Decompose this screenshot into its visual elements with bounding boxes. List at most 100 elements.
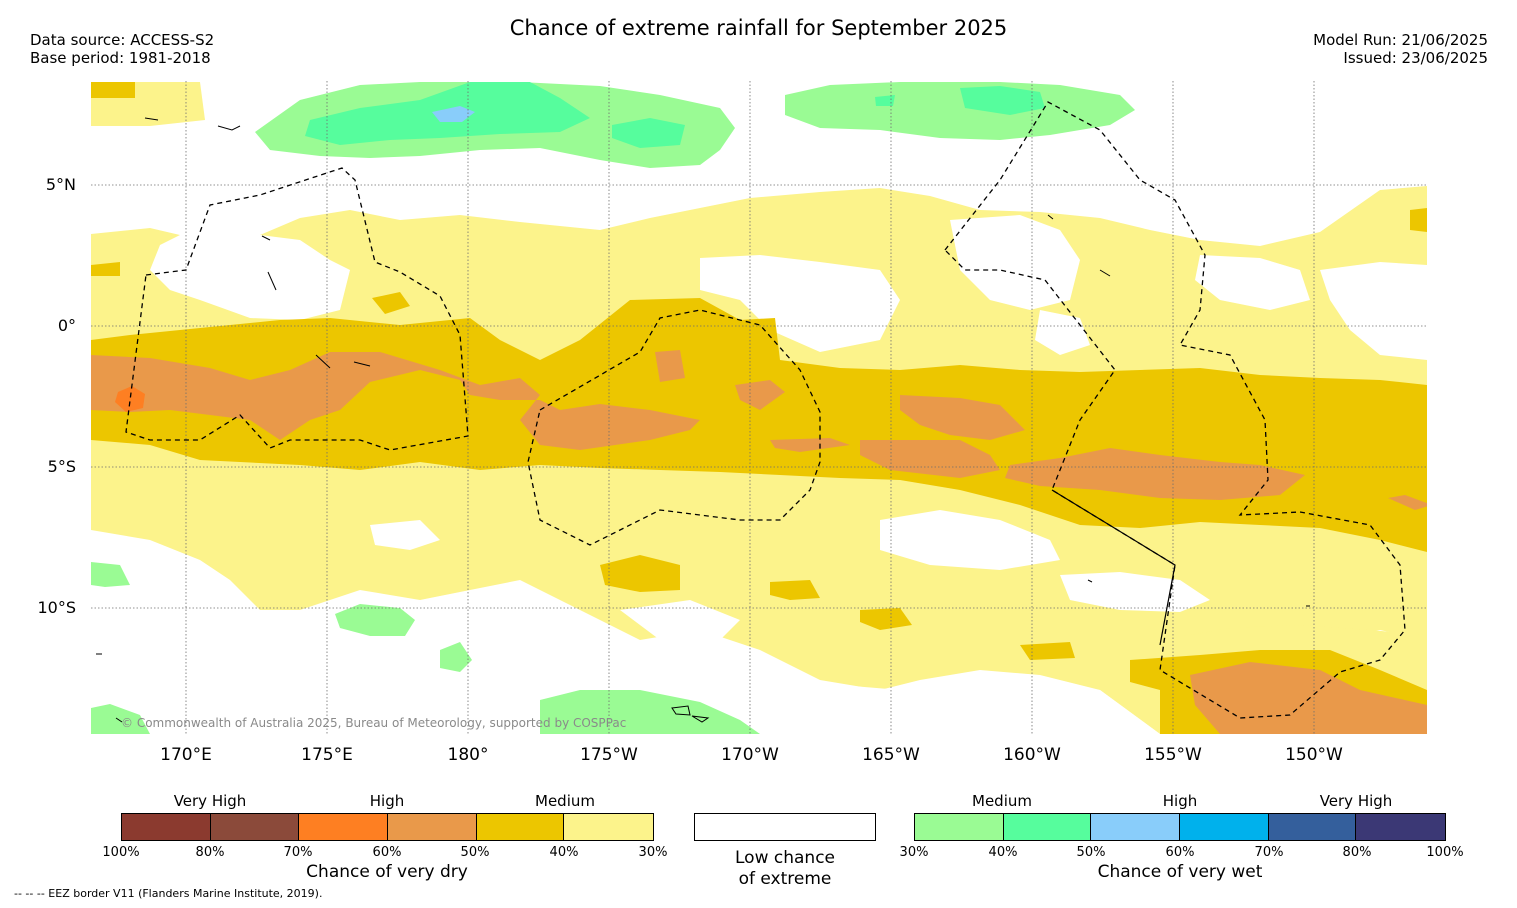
- lon-label-155w: 155°W: [1144, 745, 1202, 765]
- dry-50-60-area: [91, 352, 700, 450]
- lat-label-0: 0°: [57, 316, 76, 335]
- dry-50-60-area: [900, 395, 1025, 440]
- dry-tick: 60%: [372, 845, 402, 860]
- wet-swatch-50-60: [1091, 814, 1181, 840]
- low-chance-area: [370, 520, 440, 550]
- wet-swatch-60-70: [1180, 814, 1269, 840]
- wet-swatch-30-40: [915, 814, 1004, 840]
- dry-swatch-50-40: [476, 814, 565, 840]
- eez-border-kiribati-line: [944, 101, 1406, 719]
- dry-50-60-area: [1388, 495, 1427, 510]
- wet-swatch-40-50: [1003, 814, 1092, 840]
- low-chance-caption-line2: of extreme: [738, 869, 832, 889]
- low-chance-area: [1320, 262, 1427, 360]
- wet-level-very-high: Very High: [1319, 792, 1393, 810]
- lon-label-175e: 175°E: [301, 745, 353, 765]
- wet-30-40-area: [335, 604, 415, 636]
- low-chance-area: [1195, 255, 1310, 310]
- islands: [96, 117, 1310, 723]
- wet-30-40-area: [440, 642, 472, 672]
- island: [1099, 269, 1111, 277]
- dry-level-high: High: [369, 792, 405, 810]
- low-chance-area: [620, 600, 740, 640]
- eez-border-kiribati-gilbert: [125, 167, 469, 451]
- wet-50-60-spot: [432, 106, 475, 122]
- model-run: Model Run: 21/06/2025: [1313, 31, 1488, 49]
- dry-tick: 30%: [638, 845, 668, 860]
- low-chance-caption-line1: Low chance: [735, 848, 835, 868]
- dry-50-60-area: [860, 440, 1000, 478]
- lon-label-165w: 165°W: [862, 745, 920, 765]
- dry-40-50-patch: [372, 292, 410, 314]
- dry-50-60-area: [655, 350, 685, 382]
- low-chance-area: [91, 580, 1160, 734]
- lon-label-170e: 170°E: [160, 745, 212, 765]
- header-right: Model Run: 21/06/2025 Issued: 23/06/2025: [1313, 31, 1488, 67]
- island: [353, 361, 371, 367]
- dry-level-medium: Medium: [535, 792, 595, 810]
- base-period: Base period: 1981-2018: [30, 49, 211, 67]
- wet-tick: 100%: [1426, 845, 1464, 860]
- dry-tick: 50%: [460, 845, 490, 860]
- dry-50-60-area: [770, 438, 850, 452]
- wet-40-50-area: [875, 95, 895, 106]
- lon-label-175w: 175°W: [580, 745, 638, 765]
- lat-label-10s: 10°S: [37, 598, 76, 617]
- dry-50-60-area: [735, 380, 785, 410]
- dry-50-60-area: [1190, 662, 1427, 734]
- eez-borders: [125, 101, 1406, 719]
- dry-40-50-patch: [770, 580, 820, 600]
- island: [315, 354, 331, 369]
- low-chance-area: [1035, 310, 1090, 355]
- wet-tick: 30%: [899, 845, 929, 860]
- wet-tick: 60%: [1165, 845, 1195, 860]
- lat-label-5n: 5°N: [45, 175, 76, 194]
- dry-40-50-patch: [600, 555, 680, 592]
- low-chance-area: [1060, 572, 1210, 612]
- dry-tick: 70%: [283, 845, 313, 860]
- data-source: Data source: ACCESS-S2: [30, 31, 215, 49]
- dry-swatch-100-80: [122, 814, 211, 840]
- lon-label-180: 180°: [447, 745, 489, 765]
- wet-tick: 70%: [1254, 845, 1284, 860]
- wet-30-40-area: [785, 82, 1135, 140]
- eez-border-kiribati-phoenix: [527, 309, 821, 546]
- dry-50-60-area: [1005, 448, 1305, 500]
- dry-swatch-70-60: [299, 814, 389, 840]
- wet-colorbar: [914, 813, 1446, 841]
- island: [1087, 579, 1093, 583]
- island: [144, 117, 159, 121]
- map-title: Chance of extreme rainfall for September…: [509, 16, 1008, 40]
- wet-tick: 80%: [1342, 845, 1372, 860]
- low-chance-caption: Low chance of extreme: [685, 848, 885, 890]
- wet-level-high: High: [1162, 792, 1198, 810]
- low-chance-area: [700, 255, 900, 352]
- island: [1047, 214, 1054, 220]
- issued-date: Issued: 23/06/2025: [1343, 49, 1488, 67]
- island: [115, 717, 123, 723]
- wet-swatch-70-80: [1268, 814, 1357, 840]
- dry-tick: 40%: [549, 845, 579, 860]
- wet-swatch-80-100: [1356, 814, 1446, 840]
- dry-caption: Chance of very dry: [306, 862, 468, 882]
- wet-40-50-area: [612, 118, 685, 148]
- low-chance-area: [150, 230, 350, 320]
- copyright-notice: © Commonwealth of Australia 2025, Bureau…: [121, 716, 627, 730]
- dry-60-70-spot: [115, 386, 145, 412]
- wet-tick: 50%: [1076, 845, 1106, 860]
- wet-30-40-area: [91, 562, 130, 587]
- wet-30-40-area: [91, 704, 150, 734]
- lon-label-150w: 150°W: [1285, 745, 1343, 765]
- dry-swatch-80-70: [210, 814, 300, 840]
- header-left: Data source: ACCESS-S2 Base period: 1981…: [30, 31, 214, 67]
- wet-tick: 40%: [988, 845, 1018, 860]
- eez-footnote: -- -- -- EEZ border V11 (Flanders Marine…: [14, 887, 323, 900]
- dry-40-50-patch: [1410, 208, 1427, 232]
- low-chance-swatch: [694, 813, 876, 841]
- wet-level-medium: Medium: [972, 792, 1032, 810]
- dry-swatch-60-50: [388, 814, 477, 840]
- dry-level-very-high: Very High: [173, 792, 247, 810]
- lat-label-5s: 5°S: [47, 457, 76, 476]
- island: [691, 715, 710, 723]
